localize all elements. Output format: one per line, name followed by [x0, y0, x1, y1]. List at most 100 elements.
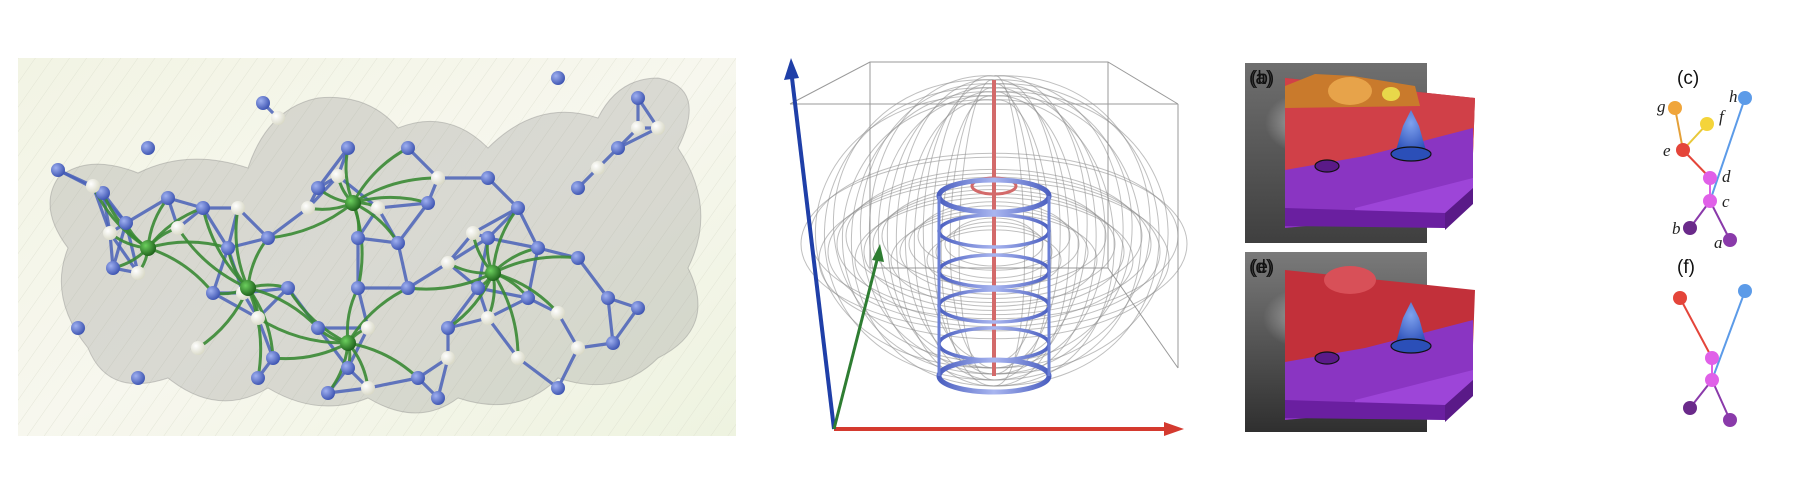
- axis-z: [790, 77, 836, 430]
- white-atom: [511, 351, 525, 365]
- blue-atom: [431, 391, 445, 405]
- blue-bond: [346, 327, 370, 369]
- field-line: [993, 87, 1133, 363]
- green-critical-point: [140, 240, 156, 256]
- white-atom: [361, 381, 375, 395]
- green-critical-point: [340, 335, 356, 351]
- coil-windings: [936, 177, 1052, 395]
- blue-atom: [311, 181, 325, 195]
- blue-atom: [391, 236, 405, 250]
- blue-atom: [131, 371, 145, 385]
- field-line: [922, 83, 995, 363]
- tree-node: [1705, 373, 1719, 387]
- blue-bond: [407, 261, 449, 290]
- blue-atom: [51, 163, 65, 177]
- panel-b-label: (b): [1251, 68, 1274, 89]
- tree-node-label: a: [1714, 233, 1723, 252]
- blue-atom: [631, 301, 645, 315]
- white-atom: [271, 111, 285, 125]
- tree-node: [1700, 117, 1714, 131]
- white-atom: [591, 161, 605, 175]
- molecule-atoms: [51, 71, 665, 405]
- panel-a-label: (a): [1249, 68, 1272, 89]
- panel-d-label: (d): [1249, 257, 1272, 278]
- blue-atom: [206, 286, 220, 300]
- white-atom: [631, 121, 645, 135]
- tree-node-label: b: [1672, 219, 1681, 238]
- axis-x-arrow: [1164, 422, 1184, 436]
- white-atom: [251, 311, 265, 325]
- tree-node: [1723, 413, 1737, 427]
- blue-atom: [119, 216, 133, 230]
- blue-atom: [551, 381, 565, 395]
- green-critical-point: [345, 195, 361, 211]
- blue-atom: [551, 71, 565, 85]
- field-line: [832, 79, 995, 363]
- tree-edge: [1711, 379, 1731, 421]
- blue-bond: [377, 201, 429, 210]
- blue-bond: [316, 327, 350, 369]
- tree-node-label: c: [1722, 192, 1730, 211]
- blue-atom: [511, 201, 525, 215]
- blue-bond: [611, 307, 640, 344]
- field-line: [993, 87, 1070, 387]
- green-bond-path: [267, 201, 354, 240]
- tree-edge: [1679, 297, 1713, 359]
- panel-c-label: (c): [1677, 68, 1699, 89]
- tree-node: [1683, 221, 1697, 235]
- blue-bond: [406, 146, 440, 180]
- molecule-figure: [18, 58, 736, 436]
- tree-node: [1705, 351, 1719, 365]
- blue-atom: [341, 141, 355, 155]
- blue-bond: [108, 232, 140, 274]
- contour-tree-figure: (a) (d) (b) (e) (c): [1245, 63, 1752, 432]
- blue-atom: [631, 91, 645, 105]
- green-critical-point: [240, 280, 256, 296]
- blue-atom: [531, 241, 545, 255]
- blue-bond: [396, 202, 430, 244]
- blue-bond: [201, 207, 230, 249]
- white-atom: [571, 341, 585, 355]
- blue-bond: [211, 247, 230, 294]
- blue-atom: [196, 201, 210, 215]
- blue-atom: [441, 321, 455, 335]
- white-atom: [441, 351, 455, 365]
- field-line: [815, 95, 995, 369]
- blue-bond: [487, 296, 529, 320]
- white-atom: [331, 169, 345, 183]
- blue-bond: [256, 317, 275, 359]
- axis-y: [832, 255, 880, 430]
- blue-bond: [236, 206, 270, 240]
- blue-atom: [321, 386, 335, 400]
- field-line: [824, 87, 995, 381]
- white-atom: [466, 226, 480, 240]
- green-bond-path: [352, 176, 439, 205]
- blue-atom: [481, 171, 495, 185]
- blue-bond: [516, 207, 540, 249]
- field-line: [993, 75, 1088, 363]
- green-critical-point: [485, 265, 501, 281]
- blue-atom: [96, 186, 110, 200]
- blue-atom: [411, 371, 425, 385]
- white-atom: [481, 311, 495, 325]
- blue-bond: [617, 126, 659, 150]
- tree-edge: [1709, 97, 1746, 202]
- molecular-surface: [49, 77, 702, 414]
- white-atom: [651, 121, 665, 135]
- field-line: [850, 91, 995, 387]
- blue-bond: [367, 376, 419, 390]
- blue-atom: [471, 281, 485, 295]
- blue-bond: [486, 317, 520, 359]
- field-line: [993, 99, 1052, 381]
- axis-z-arrow: [784, 58, 799, 80]
- blue-bond: [446, 287, 480, 329]
- tree-edge: [1709, 200, 1731, 241]
- blue-atom: [401, 281, 415, 295]
- axis-y-arrow: [872, 244, 884, 262]
- white-atom: [301, 201, 315, 215]
- blue-bond: [486, 176, 520, 210]
- blue-atom: [141, 141, 155, 155]
- blue-atom: [611, 141, 625, 155]
- white-atom: [441, 256, 455, 270]
- green-bond-path: [492, 255, 579, 275]
